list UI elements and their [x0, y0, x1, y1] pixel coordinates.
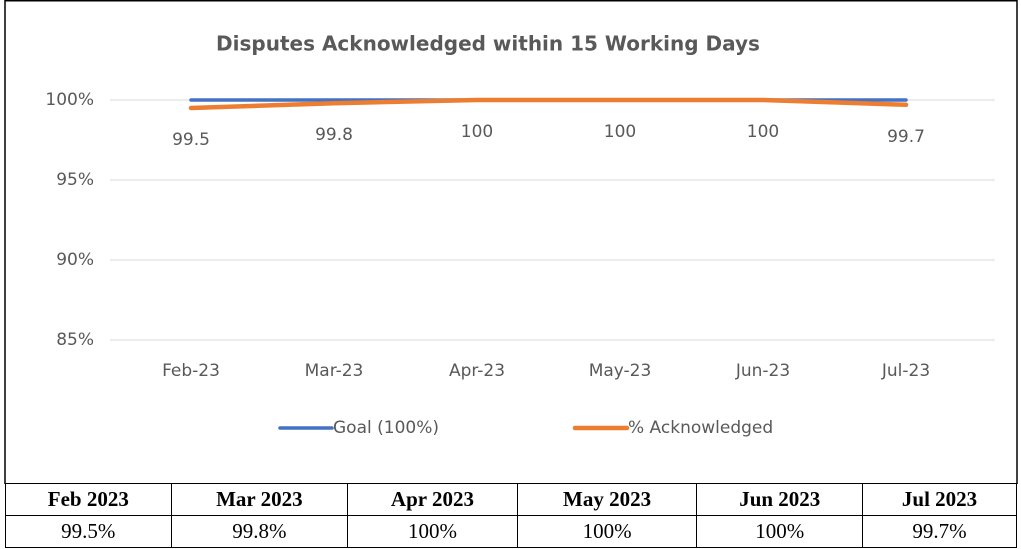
- table-cell: 99.5%: [5, 515, 172, 548]
- y-tick-label: 95%: [56, 170, 94, 190]
- legend-label: % Acknowledged: [628, 418, 773, 438]
- x-tick-label: Mar-23: [305, 361, 364, 381]
- table-header-cell: Mar 2023: [170, 483, 349, 516]
- table-header-cell: May 2023: [516, 483, 698, 516]
- chart: Disputes Acknowledged within 15 Working …: [4, 0, 1018, 484]
- series-line: [188, 97, 909, 111]
- data-label: 99.8: [315, 125, 353, 145]
- table-header-cell: Feb 2023: [5, 483, 172, 516]
- y-tick-label: 90%: [56, 250, 94, 270]
- x-tick-label: Feb-23: [162, 361, 220, 381]
- header-row: Feb 2023 Mar 2023 Apr 2023 May 2023 Jun 2023…: [5, 483, 1017, 516]
- x-tick-label: Apr-23: [449, 361, 505, 381]
- table-header-cell: Jun 2023: [696, 483, 864, 516]
- table-cell: 99.8%: [170, 515, 349, 548]
- y-tick-label: 85%: [56, 330, 94, 350]
- chart-title: Disputes Acknowledged within 15 Working …: [216, 32, 760, 56]
- table-cell: 100%: [696, 515, 864, 548]
- data-label: 100: [461, 122, 493, 142]
- table-cell: 99.7%: [862, 515, 1017, 548]
- legend-label: Goal (100%): [333, 418, 439, 438]
- data-label: 100: [747, 122, 779, 142]
- table-header-cell: Apr 2023: [347, 483, 518, 516]
- data-label: 100: [604, 122, 636, 142]
- x-tick-label: May-23: [589, 361, 652, 381]
- value-row: 99.5% 99.8% 100% 100% 100% 99.7%: [5, 515, 1017, 548]
- x-tick-label: Jul-23: [881, 361, 930, 381]
- data-label: 99.7: [887, 127, 925, 147]
- table-header-cell: Jul 2023: [862, 483, 1017, 516]
- table-cell: 100%: [347, 515, 518, 548]
- data-label: 99.5: [172, 130, 210, 150]
- chart-frame: [4, 0, 1018, 484]
- y-tick-label: 100%: [45, 90, 94, 110]
- data-table: Feb 2023 Mar 2023 Apr 2023 May 2023 Jun 2023…: [5, 483, 1017, 548]
- table-cell: 100%: [516, 515, 698, 548]
- x-tick-label: Jun-23: [735, 361, 790, 381]
